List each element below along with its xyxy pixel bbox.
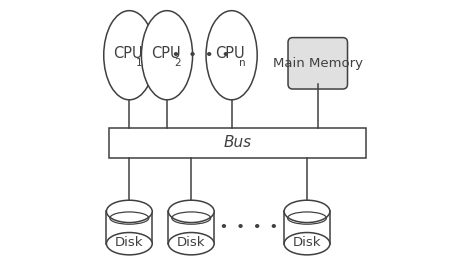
Text: 2: 2 [174,58,181,68]
Text: 1: 1 [136,58,143,68]
Bar [109,128,366,157]
Text: •  •  •  •: • • • • [172,49,229,62]
Ellipse shape [168,200,214,222]
Text: CPU: CPU [216,47,245,61]
Text: Bus: Bus [224,135,252,150]
Ellipse shape [168,233,214,255]
Ellipse shape [104,11,155,100]
Text: CPU: CPU [113,47,143,61]
Ellipse shape [141,11,192,100]
Text: CPU: CPU [151,47,181,61]
Bar [168,211,214,244]
Ellipse shape [107,233,152,255]
Ellipse shape [107,200,152,222]
Text: Disk: Disk [177,236,206,249]
Text: Main Memory: Main Memory [273,57,363,70]
Bar [107,211,152,244]
Text: Disk: Disk [293,236,321,249]
Ellipse shape [284,233,330,255]
Bar [284,211,330,244]
FancyBboxPatch shape [288,38,347,89]
Text: n: n [238,58,245,68]
Ellipse shape [284,200,330,222]
Text: Disk: Disk [115,236,144,249]
Ellipse shape [206,11,257,100]
Text: •  •  •  •: • • • • [220,221,278,234]
